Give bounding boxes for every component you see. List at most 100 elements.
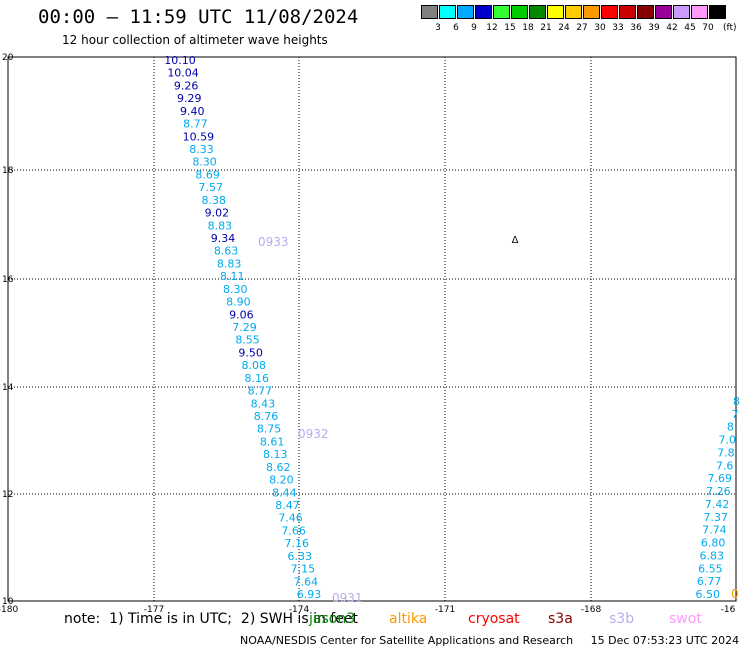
wave-height-value: 10.10 (164, 54, 196, 67)
page-title: 00:00 – 11:59 UTC 11/08/2024 (38, 6, 359, 28)
wave-height-value: 6.93 (297, 588, 322, 601)
legend-swatch (565, 5, 582, 19)
wave-height-value: 6.55 (698, 562, 723, 575)
pass-time-label: 0933 (258, 235, 289, 249)
wave-height-value: 9.34 (211, 232, 236, 245)
legend-swatch (637, 5, 654, 19)
lon-tick-label: -16 (721, 605, 736, 615)
wave-height-value: 9.40 (180, 105, 205, 118)
legend-swatch (547, 5, 564, 19)
wave-height-value: 7 (732, 408, 739, 421)
footer-credit: NOAA/NESDIS Center for Satellite Applica… (240, 634, 740, 647)
wave-height-value: 8.77 (183, 118, 208, 131)
legend-swatch (691, 5, 708, 19)
legend-swatch (529, 5, 546, 19)
legend-swatch (457, 5, 474, 19)
wave-height-value: 8.83 (208, 219, 233, 232)
mission-altika: altika (389, 611, 428, 627)
legend-swatch (421, 5, 438, 19)
wave-height-value: 8.44 (272, 486, 297, 499)
wave-height-value: 8.43 (251, 397, 276, 410)
wave-height-value: 7.66 (281, 524, 306, 537)
wave-height-value: 7.29 (232, 321, 257, 334)
legend-swatch (475, 5, 492, 19)
wave-height-value: 7.57 (198, 181, 223, 194)
wave-height-value: 7.15 (291, 563, 316, 576)
legend-label: 15 (504, 23, 516, 33)
legend-label: 9 (471, 23, 477, 33)
legend-label: 18 (522, 23, 534, 33)
legend-swatch (583, 5, 600, 19)
wave-height-value: 7.46 (278, 512, 303, 525)
wave-height-value: 8 (733, 395, 740, 408)
mission-cryosat: cryosat (468, 611, 520, 627)
wave-height-value: 8.33 (189, 143, 214, 156)
wave-height-value: 8.30 (192, 156, 217, 169)
mission-s3a: s3a (548, 611, 573, 627)
legend-swatch (619, 5, 636, 19)
wave-height-value: 7.74 (702, 524, 727, 537)
wave-height-value: 9.06 (229, 308, 254, 321)
wave-height-value: 8.13 (263, 448, 288, 461)
wave-height-value: 9.29 (177, 92, 202, 105)
wave-height-value: 10.59 (183, 130, 215, 143)
legend-label: 30 (594, 23, 606, 33)
wave-height-value: 10.04 (167, 67, 199, 80)
wave-height-value: 6.33 (288, 550, 313, 563)
pass-time-label: 0932 (298, 427, 329, 441)
legend-swatch (601, 5, 618, 19)
wave-height-value: 8.30 (223, 283, 248, 296)
lon-tick-label: -168 (581, 605, 602, 615)
lat-tick-label: 20 (2, 53, 14, 63)
legend-unit: (ft) (723, 23, 737, 33)
legend-label: 39 (648, 23, 660, 33)
lon-tick-label: -180 (0, 605, 18, 615)
wave-height-value: 8.62 (266, 461, 291, 474)
wave-height-value: 8.08 (241, 359, 266, 372)
wave-height-value: 8.20 (269, 474, 294, 487)
wave-height-value: 8.55 (235, 334, 260, 347)
wave-height-value: 7.8 (717, 446, 735, 459)
map-frame (7, 56, 737, 602)
legend-label: 27 (576, 23, 588, 33)
mission-jason3: jason3 (309, 611, 356, 627)
wave-height-value: 8.11 (220, 270, 245, 283)
wave-height-value: 9.50 (238, 346, 263, 359)
legend-label: 70 (702, 23, 714, 33)
wave-height-value: 7.16 (284, 537, 309, 550)
lon-tick-label: -171 (435, 605, 455, 615)
lon-tick-label: -174 (289, 605, 310, 615)
legend-swatch (655, 5, 672, 19)
legend-swatch (511, 5, 528, 19)
lat-tick-label: 12 (2, 490, 13, 500)
mission-swot: swot (669, 611, 702, 627)
wave-height-value: 8.47 (275, 499, 300, 512)
wave-height-value: 7.42 (705, 498, 730, 511)
legend-swatch (673, 5, 690, 19)
lat-tick-label: 18 (2, 166, 14, 176)
legend-swatch (439, 5, 456, 19)
wave-height-value: 7.6 (716, 459, 734, 472)
wave-height-value: 7.0 (719, 434, 737, 447)
lon-tick-label: -177 (144, 605, 164, 615)
wave-height-value: 8.75 (257, 423, 282, 436)
track-end-marker: 0 (731, 587, 739, 601)
wave-height-value: 8.61 (260, 435, 285, 448)
wave-height-value: 6.80 (701, 537, 726, 550)
legend-label: 42 (666, 23, 678, 33)
wave-height-value: 7.69 (708, 472, 733, 485)
lat-tick-label: 14 (2, 383, 14, 393)
station-marker-icon: Δ (512, 235, 519, 246)
lat-tick-label: 10 (2, 597, 14, 607)
legend-label: 12 (486, 23, 498, 33)
legend-swatch (709, 5, 726, 19)
legend-label: 6 (453, 23, 459, 33)
wave-height-value: 8.16 (245, 372, 270, 385)
legend-swatch (493, 5, 510, 19)
pass-time-label: 0931 (332, 591, 363, 605)
wave-height-value: 8.83 (217, 257, 242, 270)
legend-label: 21 (540, 23, 552, 33)
wave-height-value: 8.90 (226, 296, 251, 309)
page-subtitle: 12 hour collection of altimeter wave hei… (62, 33, 328, 47)
wave-height-value: 7.37 (704, 511, 729, 524)
